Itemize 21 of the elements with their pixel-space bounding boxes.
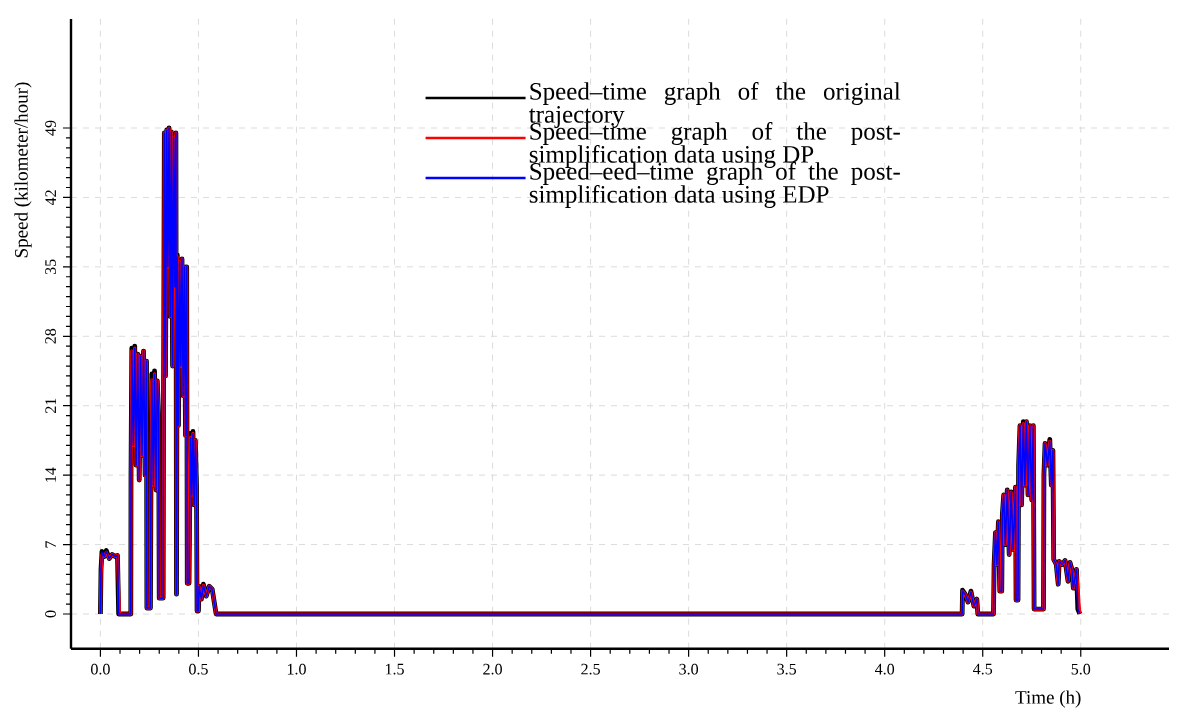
y-tick-label: 21 [45,398,56,414]
x-axis-title: Time (h) [1015,690,1081,708]
y-tick-label: 49 [45,120,56,136]
y-tick-label: 0 [45,610,56,618]
y-tick-label: 35 [45,259,56,275]
y-tick-label: 14 [45,467,56,482]
x-tick-label: 1.5 [385,663,404,675]
x-tick-label: 0.0 [91,663,110,675]
x-tick-label: 3.5 [777,663,797,675]
x-tick-label: 3.0 [679,663,699,675]
y-axis-title: Speed (kilometer/hour) [14,82,32,258]
x-tick-label: 1.0 [287,663,306,675]
y-tick-label: 42 [45,190,56,206]
y-tick-label: 28 [45,328,56,344]
x-tick-label: 5.0 [1071,663,1091,675]
y-tick-label: 7 [45,541,56,548]
x-tick-label: 2.5 [581,663,600,675]
x-tick-label: 0.5 [189,663,208,675]
x-tick-label: 2.0 [483,663,502,675]
x-tick-label: 4.5 [973,663,993,675]
x-tick-label: 4.0 [875,663,895,675]
